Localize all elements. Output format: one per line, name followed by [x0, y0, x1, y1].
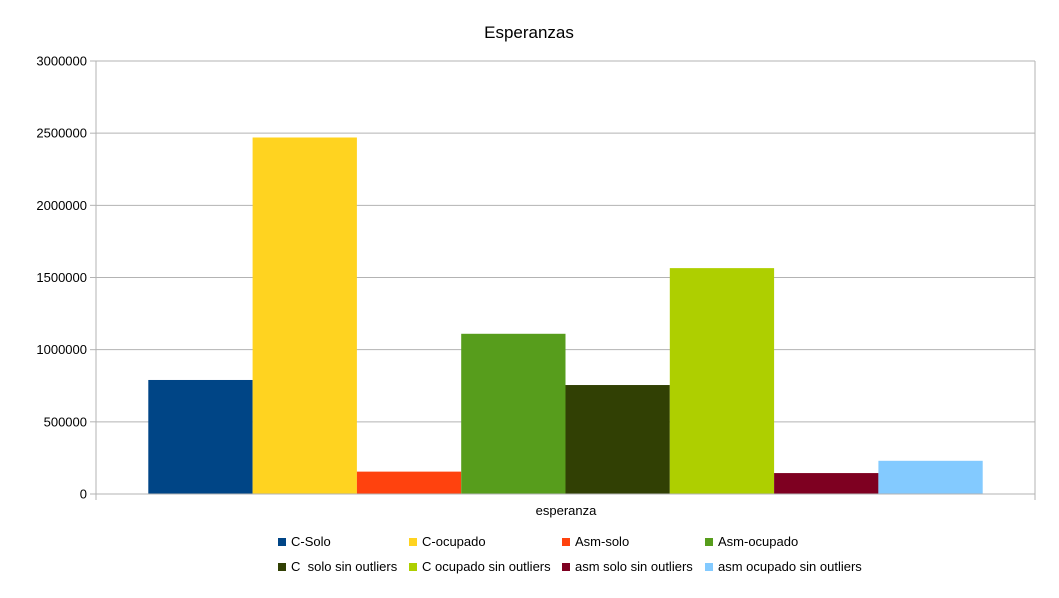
legend-item: asm solo sin outliers [562, 559, 693, 575]
y-tick-label: 1000000 [36, 342, 87, 357]
bar-asm-ocupado [461, 334, 565, 494]
y-tick-label: 1500000 [36, 270, 87, 285]
legend-swatch [562, 563, 570, 571]
legend-label: asm solo sin outliers [575, 559, 693, 575]
legend-item: Asm-ocupado [705, 534, 798, 550]
bar-c-solo [148, 380, 252, 494]
y-tick-label: 3000000 [36, 54, 87, 69]
legend-label: C-Solo [291, 534, 331, 550]
bar-asm-solo [357, 472, 461, 494]
y-tick-label: 0 [80, 487, 87, 502]
bar-asm-ocupado-sin-outliers [878, 461, 982, 494]
legend-swatch [278, 538, 286, 546]
legend-label: C-ocupado [422, 534, 486, 550]
legend-label: asm ocupado sin outliers [718, 559, 862, 575]
legend-swatch [562, 538, 570, 546]
legend-item: Asm-solo [562, 534, 629, 550]
legend-label: Asm-ocupado [718, 534, 798, 550]
legend-swatch [705, 538, 713, 546]
y-tick-label: 500000 [44, 414, 87, 429]
chart-title: Esperanzas [484, 23, 574, 42]
bars [148, 137, 982, 494]
legend-swatch [409, 563, 417, 571]
legend-label: C solo sin outliers [291, 559, 397, 575]
y-tick-label: 2000000 [36, 198, 87, 213]
legend-swatch [409, 538, 417, 546]
legend-item: C ocupado sin outliers [409, 559, 551, 575]
legend-item: C-ocupado [409, 534, 486, 550]
legend: C-Solo C-ocupado Asm-solo Asm-ocupado C solo… [278, 534, 918, 582]
y-tick-label: 2500000 [36, 126, 87, 141]
bar-c-ocupado [253, 137, 357, 494]
legend-label: C ocupado sin outliers [422, 559, 551, 575]
bar-c-solo-sin-outliers [566, 385, 670, 494]
bar-c-ocupado-sin-outliers [670, 268, 774, 494]
bar-asm-solo-sin-outliers [774, 473, 878, 494]
x-category-label: esperanza [536, 503, 597, 518]
legend-item: asm ocupado sin outliers [705, 559, 862, 575]
legend-item: C-Solo [278, 534, 331, 550]
legend-swatch [705, 563, 713, 571]
legend-swatch [278, 563, 286, 571]
legend-item: C solo sin outliers [278, 559, 397, 575]
y-axis: 0 500000 1000000 1500000 2000000 2500000 30000… [36, 54, 96, 502]
legend-label: Asm-solo [575, 534, 629, 550]
